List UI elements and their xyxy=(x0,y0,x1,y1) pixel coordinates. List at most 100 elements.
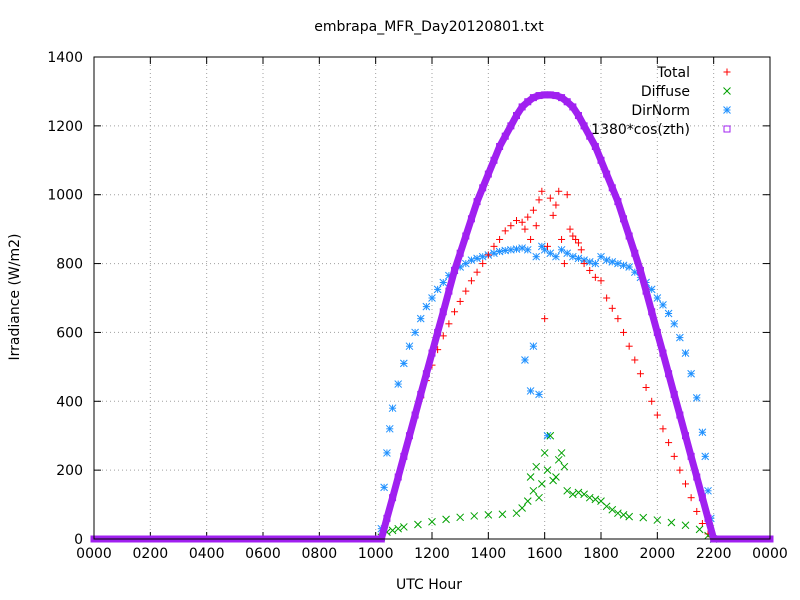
axis-ticks: 0000 0200 0400 0600 0800 1000 1200 1400 1600 1800… xyxy=(47,50,787,562)
data-point xyxy=(653,328,661,336)
data-point xyxy=(507,122,515,130)
legend-label: 1380*cos(zth) xyxy=(591,122,690,138)
data-point xyxy=(608,184,616,192)
plot-frame xyxy=(93,56,771,540)
legend-label: DirNorm xyxy=(631,103,690,119)
data-point xyxy=(538,187,546,195)
data-point xyxy=(518,504,526,512)
data-point xyxy=(529,486,538,495)
data-point xyxy=(445,320,453,328)
data-point xyxy=(484,511,493,519)
data-point xyxy=(428,517,436,526)
data-point xyxy=(631,249,639,257)
data-point xyxy=(518,244,526,252)
data-point xyxy=(462,232,470,240)
data-point xyxy=(687,494,695,502)
data-point xyxy=(608,257,617,266)
data-point xyxy=(682,432,689,440)
data-point xyxy=(451,266,459,274)
data-point xyxy=(532,252,541,261)
data-point xyxy=(619,261,628,270)
data-point xyxy=(558,235,566,243)
data-point xyxy=(667,518,676,527)
data-point xyxy=(558,94,566,102)
data-point xyxy=(665,370,673,378)
legend-label: Total xyxy=(656,65,690,81)
y-axis-label: Irradiance (W/m2) xyxy=(7,234,23,361)
data-point xyxy=(422,302,431,311)
data-point xyxy=(543,466,552,474)
data-point xyxy=(451,308,459,316)
data-point xyxy=(513,217,520,225)
data-point xyxy=(676,333,684,342)
data-point xyxy=(648,308,656,316)
data-point xyxy=(681,349,690,357)
data-point xyxy=(586,132,594,140)
data-point xyxy=(535,390,543,399)
legend-entry: DirNorm xyxy=(631,103,731,119)
data-point xyxy=(665,439,673,447)
data-point xyxy=(670,452,678,460)
data-point xyxy=(543,242,551,250)
legend-entry: 1380*cos(zth) xyxy=(591,122,731,138)
data-point xyxy=(625,263,634,271)
data-point xyxy=(625,512,634,521)
data-point xyxy=(405,432,413,440)
y-tick-label: 1000 xyxy=(47,188,83,204)
y-tick-label: 0 xyxy=(74,532,83,548)
legend-marker xyxy=(723,68,731,76)
data-point xyxy=(411,411,419,419)
data-point xyxy=(540,449,549,457)
data-point xyxy=(586,266,594,274)
data-point xyxy=(636,266,644,274)
data-point xyxy=(602,502,611,511)
data-point xyxy=(526,473,535,481)
data-point xyxy=(704,486,712,495)
data-point xyxy=(546,194,554,202)
data-point xyxy=(636,370,644,378)
data-point xyxy=(380,483,388,492)
data-point xyxy=(670,390,678,398)
data-point xyxy=(405,342,414,351)
data-point xyxy=(614,509,622,518)
y-tick-label: 800 xyxy=(56,257,83,273)
data-point xyxy=(664,309,673,318)
y-tick-label: 1400 xyxy=(47,50,83,66)
data-point xyxy=(479,260,487,268)
data-point xyxy=(484,251,492,259)
series-1 xyxy=(377,431,718,543)
chart-title: embrapa_MFR_Day20120801.txt xyxy=(314,19,544,35)
data-point xyxy=(552,473,560,481)
x-tick-label: 1800 xyxy=(583,546,619,562)
data-point xyxy=(631,356,639,364)
data-point xyxy=(602,256,611,264)
data-point xyxy=(554,455,563,464)
data-point xyxy=(541,315,549,323)
data-point xyxy=(428,294,436,302)
data-point xyxy=(692,393,701,402)
data-point xyxy=(687,369,695,378)
data-point xyxy=(695,525,704,534)
data-point xyxy=(399,523,408,531)
data-point xyxy=(524,98,532,106)
data-point xyxy=(704,514,712,522)
data-point xyxy=(557,449,566,457)
data-point xyxy=(552,252,560,261)
data-point xyxy=(527,235,535,243)
data-point xyxy=(653,516,662,524)
data-point xyxy=(513,112,520,120)
data-point xyxy=(693,507,701,515)
data-point xyxy=(388,526,397,535)
x-axis-label: UTC Hour xyxy=(396,577,462,593)
data-point xyxy=(619,511,628,519)
data-point xyxy=(585,257,594,266)
data-point xyxy=(693,473,701,481)
data-point xyxy=(698,428,707,437)
data-point xyxy=(591,495,600,504)
data-point xyxy=(456,297,464,305)
x-tick-label: 0400 xyxy=(189,546,225,562)
data-point xyxy=(676,411,684,419)
data-point xyxy=(546,249,555,258)
data-point xyxy=(687,452,695,460)
